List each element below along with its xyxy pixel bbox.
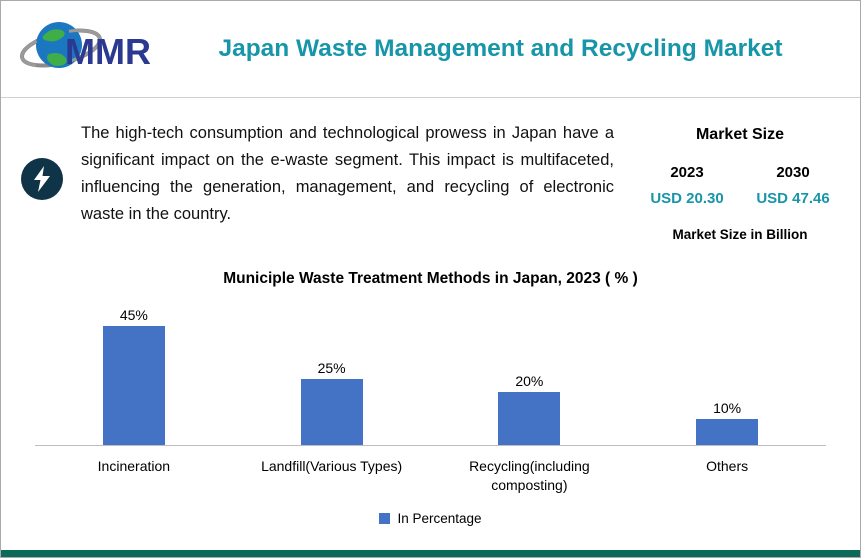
chart-category-axis: Incineration Landfill(Various Types) Recyc… xyxy=(35,457,826,495)
bar xyxy=(300,379,363,445)
bar-column: 20% xyxy=(431,373,629,445)
bottom-accent-bar xyxy=(1,550,860,557)
header: MMR Japan Waste Management and Recycling… xyxy=(1,1,860,98)
market-size-panel: Market Size 2023 USD 20.30 2030 USD 47.4… xyxy=(634,116,846,252)
bar-column: 10% xyxy=(628,400,826,445)
legend-label: In Percentage xyxy=(397,511,482,526)
market-size-value: USD 20.30 xyxy=(650,190,724,207)
logo-text: MMR xyxy=(65,31,151,72)
bar-category-label: Recycling(including composting) xyxy=(469,458,590,493)
market-size-year: 2023 xyxy=(670,164,704,181)
lightning-bolt-icon xyxy=(21,158,63,200)
market-size-note: Market Size in Billion xyxy=(672,227,808,242)
bar-chart: Municiple Waste Treatment Methods in Jap… xyxy=(1,270,860,526)
bar-value-label: 10% xyxy=(713,400,742,416)
chart-legend: In Percentage xyxy=(35,511,826,526)
market-size-value: USD 47.46 xyxy=(756,190,830,207)
globe-icon: MMR xyxy=(20,21,151,72)
market-size-title: Market Size xyxy=(695,126,785,143)
bar-value-label: 20% xyxy=(515,373,544,389)
legend-swatch xyxy=(379,513,391,524)
market-size-col-2030: 2030 USD 47.46 xyxy=(740,164,846,207)
market-size-grid: 2023 USD 20.30 2030 USD 47.46 xyxy=(634,164,846,207)
summary-text: The high-tech consumption and technologi… xyxy=(81,124,614,223)
chart-title: Municiple Waste Treatment Methods in Jap… xyxy=(223,270,638,287)
bar xyxy=(696,419,759,445)
bar-value-label: 25% xyxy=(317,360,346,376)
market-size-col-2023: 2023 USD 20.30 xyxy=(634,164,740,207)
bar xyxy=(498,392,561,445)
bar-column: 25% xyxy=(233,360,431,445)
bar-category-label: Incineration xyxy=(97,458,171,474)
bar xyxy=(102,326,165,445)
market-size-year: 2030 xyxy=(776,164,810,181)
page-title: Japan Waste Management and Recycling Mar… xyxy=(218,35,783,62)
bolt-wrap xyxy=(21,116,79,252)
bar-category-label: Landfill(Various Types) xyxy=(261,458,403,474)
bar-value-label: 45% xyxy=(119,307,148,323)
bar-column: 45% xyxy=(35,307,233,445)
mmr-logo: MMR xyxy=(19,12,179,87)
summary-section: The high-tech consumption and technologi… xyxy=(1,98,860,258)
chart-plot-area: 45% 25% 20% 10% xyxy=(35,290,826,446)
bar-category-label: Others xyxy=(706,458,749,474)
